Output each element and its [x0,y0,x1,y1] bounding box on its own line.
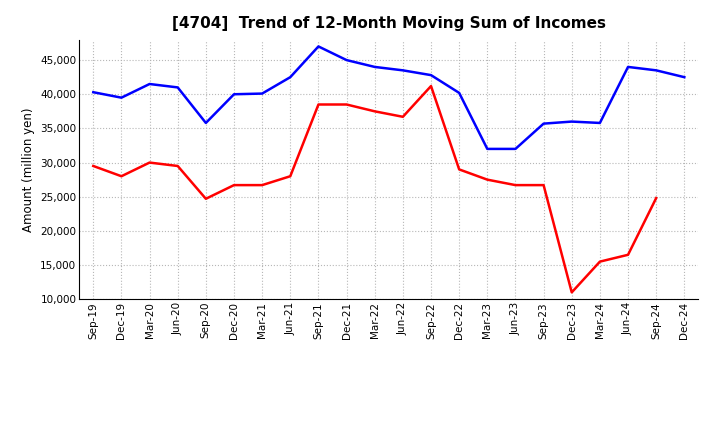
Ordinary Income [483,146,492,151]
Net Income [230,183,238,188]
Net Income [624,252,632,257]
Ordinary Income [174,85,182,90]
Ordinary Income [455,90,464,95]
Net Income [427,84,436,89]
Ordinary Income [89,90,98,95]
Net Income [483,177,492,182]
Net Income [89,163,98,169]
Net Income [595,259,604,264]
Ordinary Income [680,74,688,80]
Net Income [286,174,294,179]
Net Income [399,114,408,119]
Ordinary Income [399,68,408,73]
Ordinary Income [202,120,210,125]
Ordinary Income [511,146,520,151]
Ordinary Income [595,120,604,125]
Net Income [370,109,379,114]
Net Income [652,195,660,201]
Net Income [567,290,576,295]
Ordinary Income [370,64,379,70]
Ordinary Income [539,121,548,126]
Net Income [145,160,154,165]
Net Income [314,102,323,107]
Line: Ordinary Income: Ordinary Income [94,47,684,149]
Net Income [202,196,210,202]
Ordinary Income [652,68,660,73]
Net Income [511,183,520,188]
Ordinary Income [624,64,632,70]
Net Income [455,167,464,172]
Ordinary Income [286,74,294,80]
Ordinary Income [117,95,126,100]
Net Income [174,163,182,169]
Net Income [342,102,351,107]
Title: [4704]  Trend of 12-Month Moving Sum of Incomes: [4704] Trend of 12-Month Moving Sum of I… [172,16,606,32]
Y-axis label: Amount (million yen): Amount (million yen) [22,107,35,231]
Net Income [117,174,126,179]
Ordinary Income [258,91,266,96]
Ordinary Income [314,44,323,49]
Ordinary Income [230,92,238,97]
Net Income [258,183,266,188]
Ordinary Income [567,119,576,124]
Ordinary Income [145,81,154,87]
Net Income [539,183,548,188]
Ordinary Income [342,58,351,63]
Line: Net Income: Net Income [94,86,656,292]
Ordinary Income [427,73,436,78]
